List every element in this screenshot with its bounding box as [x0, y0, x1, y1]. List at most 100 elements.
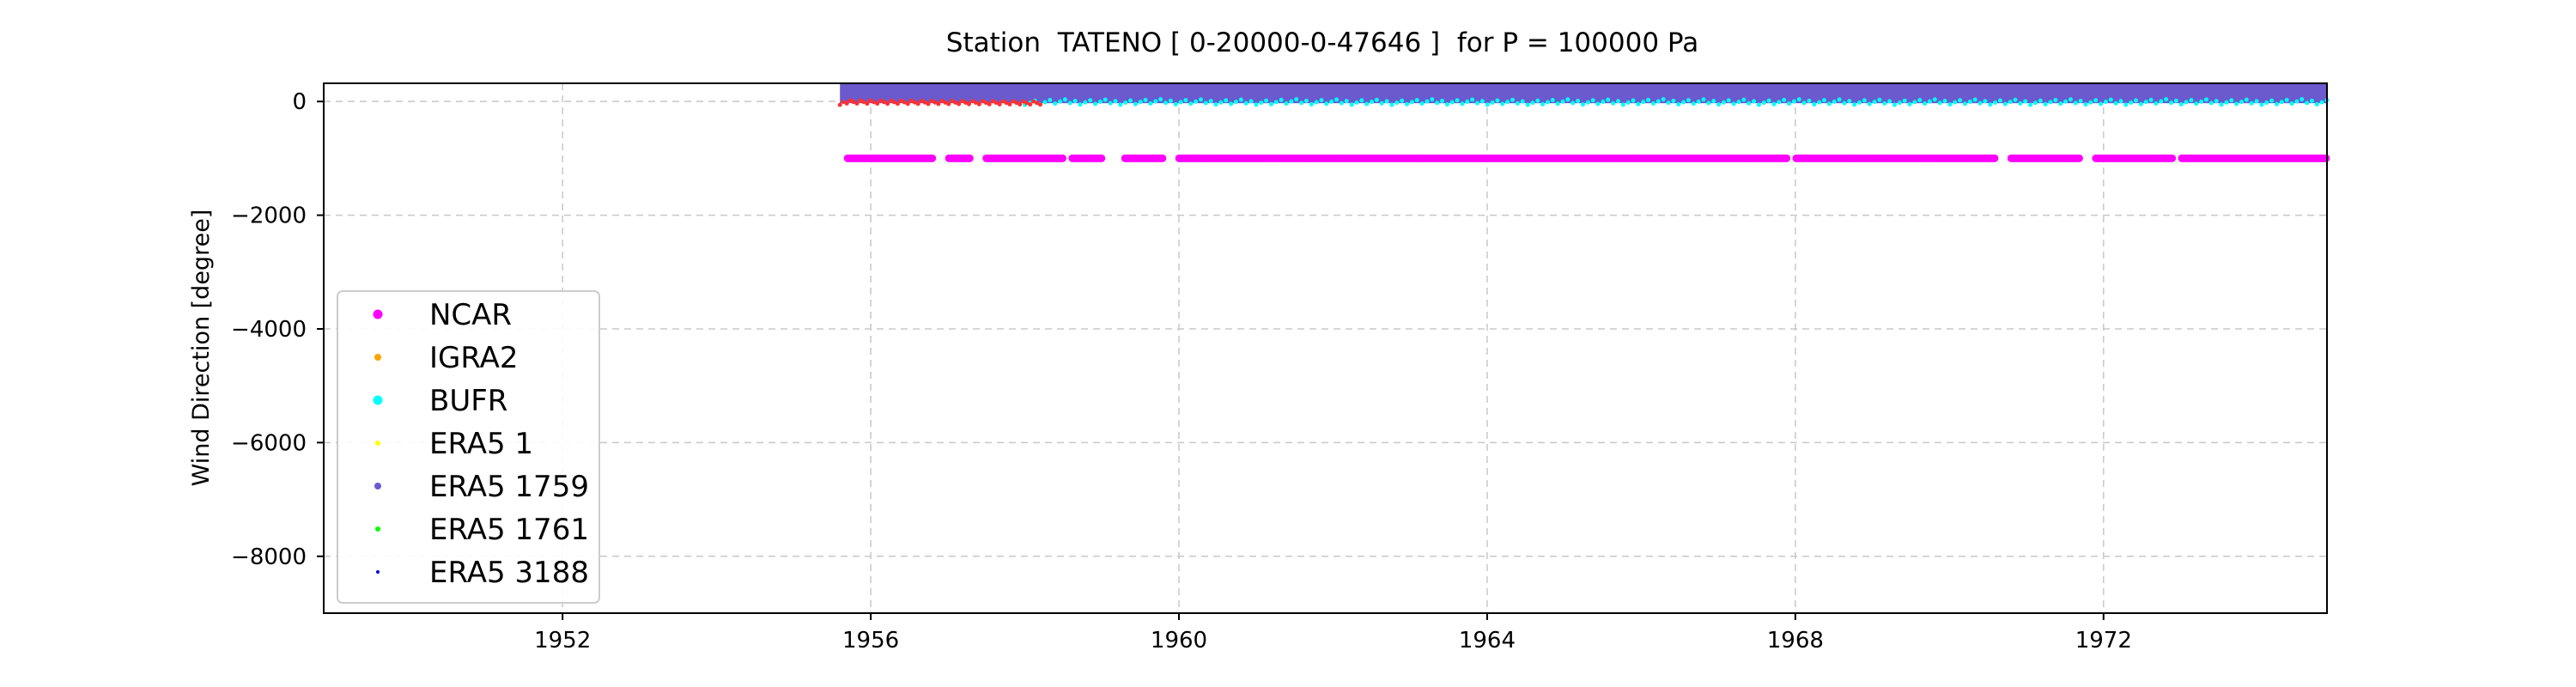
red-point	[943, 100, 948, 105]
bufr-point	[1455, 98, 1460, 103]
red-point	[872, 100, 877, 105]
legend-label-ncar: NCAR	[429, 298, 512, 332]
bufr-point	[2184, 100, 2189, 105]
bufr-point	[1942, 98, 1947, 103]
bufr-point	[2224, 100, 2229, 105]
bufr-point	[2063, 99, 2069, 104]
bufr-point	[1279, 97, 1284, 102]
bufr-point	[1962, 101, 1967, 106]
bufr-point	[2178, 101, 2184, 106]
bufr-point	[2013, 97, 2018, 102]
bufr-point	[1752, 99, 1757, 104]
bufr-point	[2279, 100, 2284, 105]
bufr-point	[2254, 99, 2259, 104]
bufr-point	[1389, 102, 1394, 107]
y-axis-label: Wind Direction [degree]	[188, 210, 215, 487]
bufr-point	[1229, 101, 1234, 106]
bufr-point	[1118, 102, 1123, 107]
bufr-point	[2143, 100, 2148, 105]
bufr-point	[1756, 102, 1761, 107]
bufr-point	[1907, 101, 1912, 106]
bufr-point	[1706, 100, 1711, 106]
bufr-point	[1093, 101, 1098, 106]
bufr-point	[1731, 101, 1736, 106]
red-point	[993, 100, 999, 106]
bufr-point	[1048, 98, 1053, 103]
bufr-point	[1560, 99, 1565, 104]
bufr-point	[1761, 100, 1766, 106]
bufr-point	[1414, 97, 1419, 102]
bufr-point	[1400, 98, 1405, 103]
bufr-point	[1530, 100, 1535, 106]
red-point	[1018, 102, 1023, 107]
bufr-point	[1771, 101, 1777, 106]
bufr-point	[1791, 99, 1796, 104]
bufr-point	[1370, 100, 1375, 105]
bufr-point	[1359, 98, 1364, 103]
bufr-point	[1923, 101, 1928, 106]
bufr-point	[1394, 100, 1400, 106]
bufr-point	[1656, 99, 1661, 104]
legend-label-era5-1: ERA5 1	[429, 427, 533, 461]
red-point	[865, 101, 870, 106]
bufr-point	[1153, 99, 1158, 104]
bufr-point	[2173, 98, 2178, 103]
bufr-point	[1897, 100, 1902, 106]
legend-marker-igra2	[374, 354, 381, 361]
red-point	[898, 98, 903, 103]
red-point	[983, 100, 988, 106]
bufr-point	[1590, 98, 1595, 103]
bufr-point	[1972, 97, 1978, 102]
bufr-point	[1123, 100, 1128, 106]
red-point	[912, 100, 917, 105]
red-point	[851, 100, 856, 105]
bufr-point	[1384, 99, 1389, 104]
bufr-point	[1681, 100, 1686, 105]
red-point	[891, 100, 896, 105]
bufr-point	[2058, 101, 2063, 106]
bufr-point	[2189, 98, 2194, 103]
legend-marker-ncar	[373, 309, 383, 319]
red-point	[919, 98, 924, 103]
bufr-point	[2208, 100, 2214, 106]
bufr-point	[1062, 97, 1067, 102]
bufr-point	[1571, 100, 1576, 106]
bufr-point	[1349, 102, 1354, 107]
legend-label-bufr: BUFR	[429, 384, 507, 418]
red-point	[841, 100, 846, 105]
x-tick-label: 1968	[1767, 628, 1824, 654]
bufr-point	[1988, 102, 1993, 107]
bufr-point	[1168, 98, 1173, 103]
bufr-point	[2138, 101, 2143, 106]
bufr-point	[2018, 100, 2023, 106]
bufr-point	[1289, 99, 1294, 104]
bufr-point	[1807, 98, 1812, 103]
bufr-point	[2008, 100, 2013, 105]
bufr-point	[1947, 102, 1953, 107]
red-point	[980, 99, 985, 104]
bufr-point	[1646, 97, 1651, 102]
bufr-point	[1249, 99, 1254, 104]
legend-label-era5-1761: ERA5 1761	[429, 513, 589, 547]
bufr-point	[1148, 101, 1153, 106]
bufr-point	[1787, 101, 1792, 106]
red-point	[854, 101, 860, 106]
bufr-point	[1273, 100, 1279, 105]
bufr-point	[1620, 102, 1625, 107]
x-axis: 1952 1956 1960 1964 1968 1972	[534, 613, 2132, 654]
ncar-point	[1158, 154, 1167, 162]
bufr-point	[2164, 97, 2169, 102]
bufr-point	[2083, 102, 2088, 107]
bufr-point	[1817, 100, 1822, 105]
bufr-point	[1611, 100, 1616, 106]
bufr-point	[2159, 99, 2164, 104]
bufr-point	[1405, 101, 1410, 106]
bufr-point	[2053, 98, 2058, 103]
bufr-point	[1766, 98, 1771, 103]
bufr-point	[2229, 98, 2234, 103]
bufr-point	[2314, 102, 2319, 107]
bufr-point	[1716, 102, 1722, 107]
bufr-point	[1520, 99, 1525, 104]
bufr-point	[1083, 100, 1088, 105]
y-tick-label: −2000	[231, 204, 307, 229]
